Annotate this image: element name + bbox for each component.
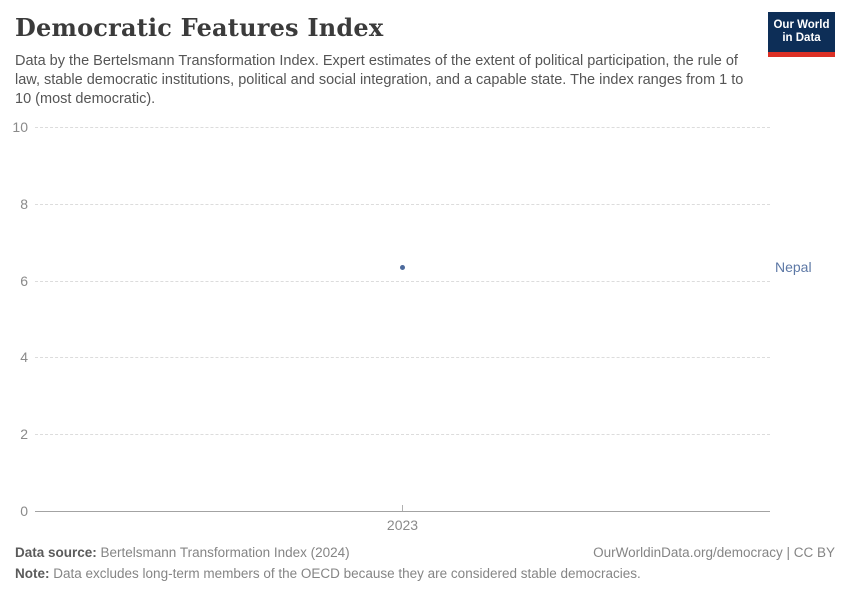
data-point-nepal[interactable] (400, 264, 405, 270)
y-axis-tick-label: 0 (20, 503, 28, 519)
y-axis-tick-label: 6 (20, 272, 28, 289)
owid-logo-line1: Our World (773, 19, 830, 31)
x-axis-tick-label: 2023 (386, 517, 419, 533)
data-source-label: Data source: (15, 545, 97, 560)
data-source-line: Data source: Bertelsmann Transformation … (15, 543, 350, 562)
owid-logo[interactable]: Our World in Data (768, 12, 835, 57)
note-text: Data excludes long-term members of the O… (49, 566, 641, 581)
owid-license-link[interactable]: OurWorldinData.org/democracy | CC BY (593, 545, 835, 560)
page-title: Democratic Features Index (15, 13, 384, 42)
gridline-y-8 (35, 203, 770, 205)
data-source-text: Bertelsmann Transformation Index (2024) (96, 545, 350, 560)
chart-footer: Data source: Bertelsmann Transformation … (15, 543, 835, 583)
gridline-y-6 (35, 280, 770, 282)
note-line: Note: Data excludes long-term members of… (15, 564, 835, 583)
entity-label-nepal[interactable]: Nepal (775, 259, 812, 276)
chart-subtitle: Data by the Bertelsmann Transformation I… (15, 53, 744, 107)
y-axis-tick-label: 8 (20, 195, 28, 212)
y-axis-tick-label: 10 (12, 119, 28, 135)
gridline-y-10 (35, 127, 770, 128)
x-axis-tick (402, 505, 403, 511)
owid-logo-line2: in Data (782, 32, 821, 44)
gridline-y-4 (35, 357, 770, 359)
note-label: Note: (15, 566, 50, 581)
x-axis-line (35, 511, 770, 512)
gridline-y-2 (35, 434, 770, 436)
y-axis-tick-label: 4 (20, 349, 28, 366)
y-axis-tick-label: 2 (20, 426, 28, 443)
